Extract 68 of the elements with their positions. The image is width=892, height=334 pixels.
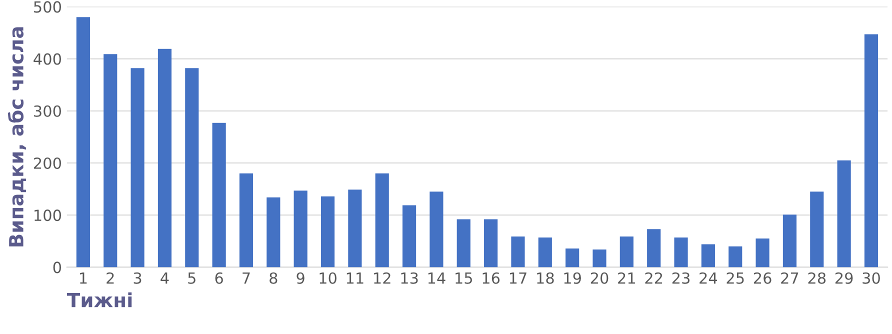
- bar: [484, 219, 498, 268]
- x-tick-label: 20: [590, 272, 608, 284]
- bar: [566, 248, 580, 268]
- bar: [185, 68, 199, 268]
- x-tick-label: 18: [537, 272, 554, 284]
- bar: [810, 192, 824, 268]
- x-tick-label: 17: [510, 272, 526, 284]
- x-tick-label: 8: [270, 272, 278, 284]
- y-tick-label: 0: [53, 262, 62, 274]
- bar: [130, 68, 144, 268]
- x-axis-title: Тижні: [66, 292, 132, 308]
- x-tick-label: 26: [754, 272, 772, 284]
- x-tick-label: 4: [160, 272, 169, 284]
- bar: [104, 54, 118, 268]
- bar: [402, 205, 416, 268]
- bar: [592, 249, 606, 268]
- bar: [864, 34, 878, 268]
- y-tick-label: 100: [34, 210, 62, 222]
- bar: [266, 197, 280, 268]
- bar: [456, 219, 470, 268]
- x-tick-label: 23: [672, 272, 690, 284]
- bar: [348, 190, 362, 268]
- x-tick-label: 11: [346, 272, 364, 284]
- x-tick-label: 3: [134, 272, 142, 284]
- bar: [375, 173, 389, 268]
- bar: [538, 238, 552, 268]
- bar: [320, 196, 335, 268]
- x-tick-label: 29: [835, 272, 853, 284]
- y-tick-label: 400: [34, 53, 62, 65]
- x-tick-label: 30: [862, 272, 880, 284]
- y-tick-label: 200: [34, 157, 62, 170]
- x-tick-label: 9: [296, 272, 304, 284]
- bar: [158, 48, 172, 268]
- bar: [728, 246, 742, 268]
- x-tick-label: 21: [618, 272, 635, 284]
- y-tick-label: 300: [34, 105, 62, 117]
- x-tick-label: 19: [564, 272, 581, 284]
- bar: [620, 236, 634, 268]
- x-tick-label: 5: [188, 272, 196, 284]
- bar: [701, 244, 715, 268]
- x-tick-label: 25: [726, 272, 744, 284]
- x-tick-label: 1: [80, 272, 87, 284]
- bar: [782, 214, 797, 268]
- x-tick-label: 13: [401, 272, 418, 284]
- bar: [647, 229, 661, 268]
- bar: [511, 236, 525, 268]
- bar: [430, 192, 444, 268]
- x-tick-label: 10: [320, 272, 336, 284]
- x-tick-label: 6: [215, 272, 223, 284]
- bar: [294, 190, 308, 268]
- bar: [239, 173, 254, 268]
- x-tick-label: 14: [428, 272, 446, 284]
- x-tick-label: 7: [242, 272, 250, 284]
- x-tick-label: 24: [700, 272, 718, 284]
- x-tick-label: 2: [106, 272, 114, 284]
- x-tick-label: 16: [482, 272, 500, 284]
- x-tick-label: 15: [456, 272, 472, 284]
- x-tick-label: 27: [781, 272, 798, 284]
- y-axis-title: Випадки, абс числа: [8, 27, 26, 246]
- bar: [212, 122, 226, 268]
- y-tick-label: 500: [34, 1, 62, 13]
- bar: [674, 238, 688, 268]
- bar: [76, 17, 90, 268]
- bar: [837, 160, 851, 268]
- x-tick-label: 12: [374, 272, 390, 284]
- x-tick-label: 22: [645, 272, 662, 284]
- bar: [756, 238, 770, 268]
- x-tick-label: 28: [808, 272, 826, 284]
